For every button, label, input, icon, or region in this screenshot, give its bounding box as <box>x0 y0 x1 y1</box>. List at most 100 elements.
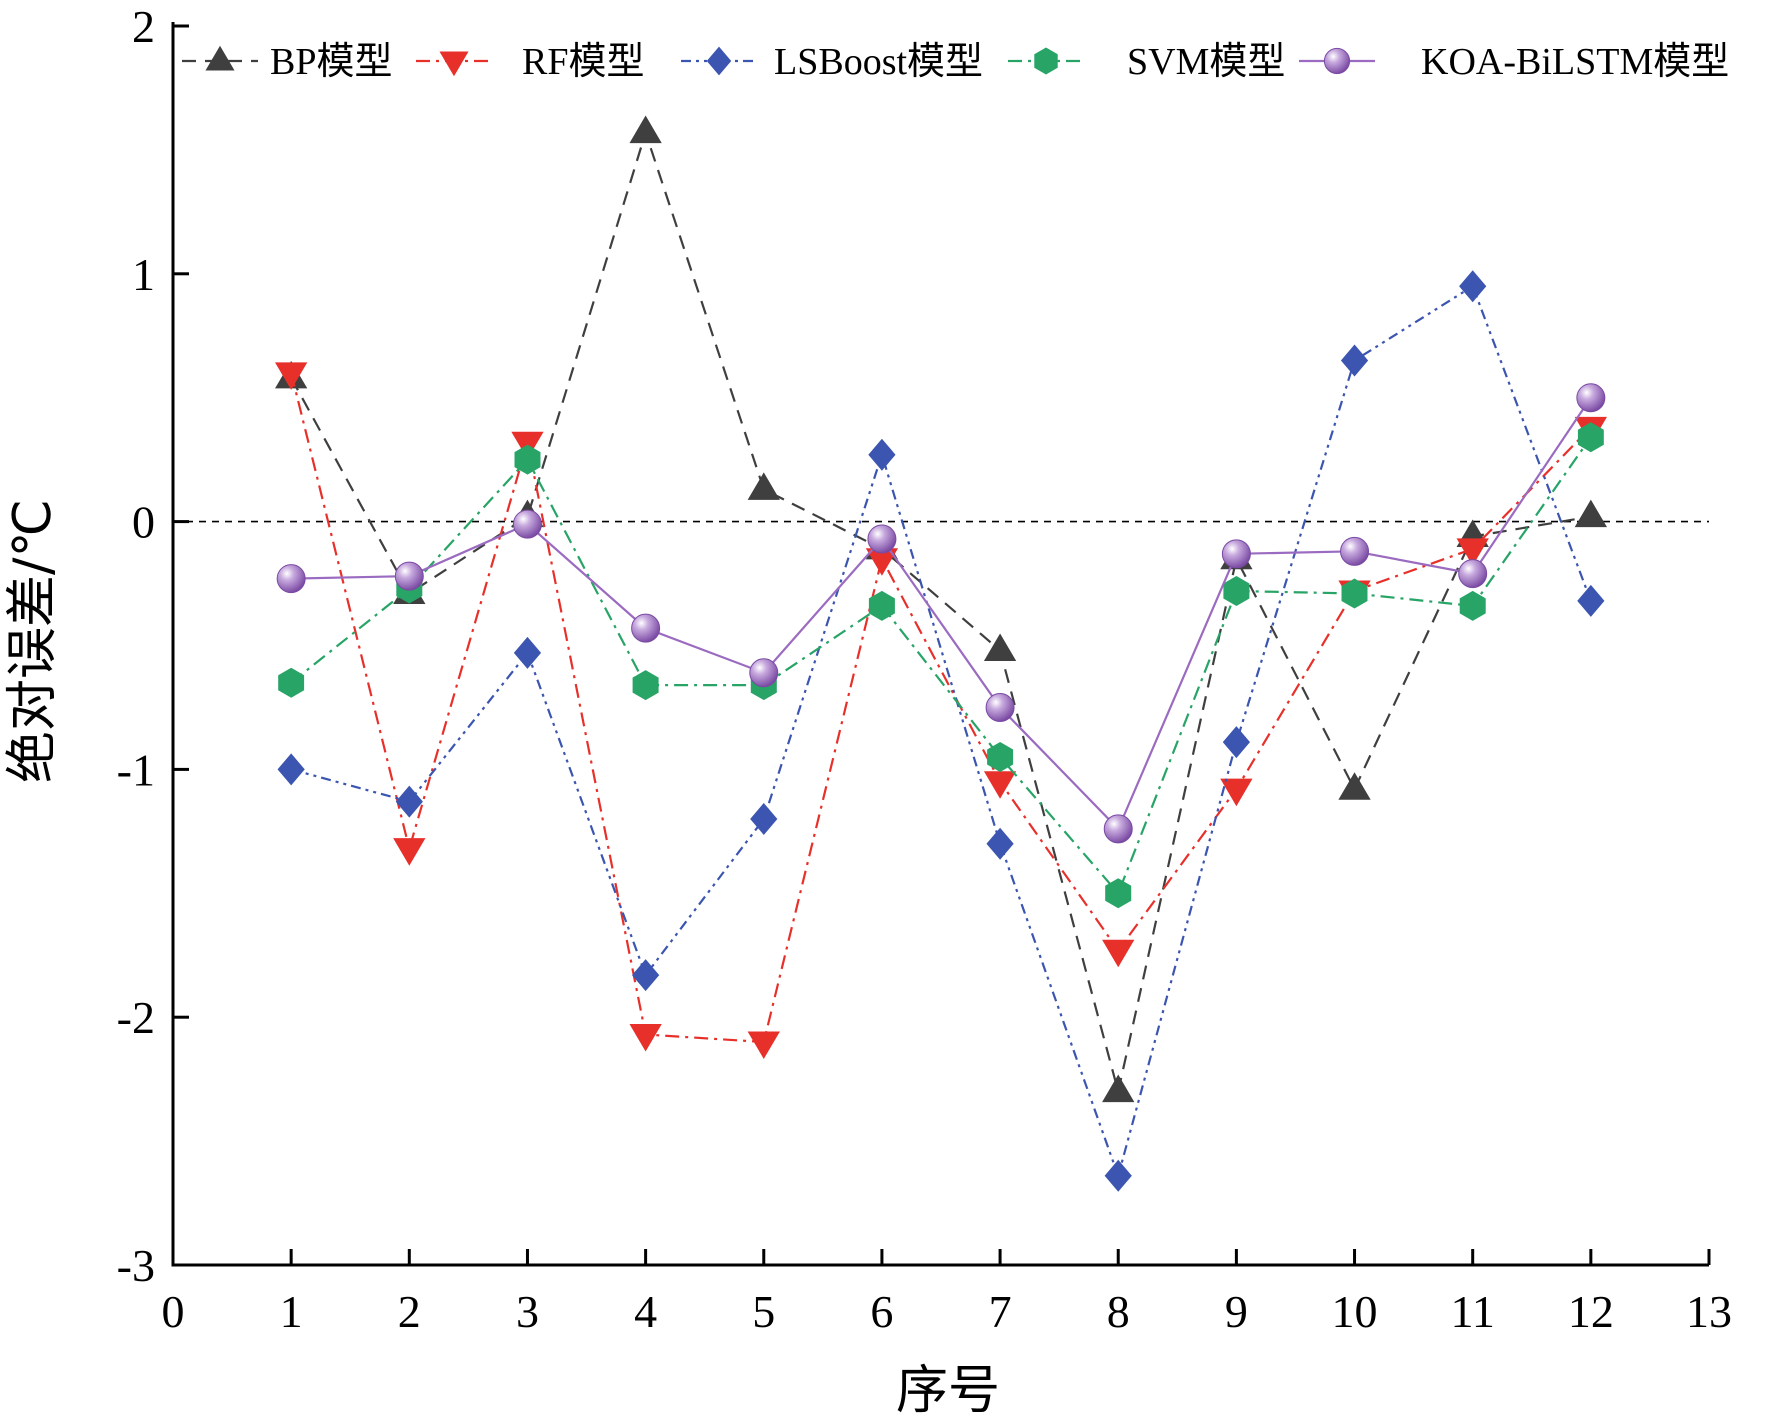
data-point <box>395 785 423 818</box>
x-tick-label: 9 <box>1225 1286 1248 1337</box>
data-point <box>277 753 305 786</box>
legend-label: KOA-BiLSTM模型 <box>1421 41 1729 83</box>
legend-marker <box>706 46 732 76</box>
data-point <box>1221 539 1251 569</box>
data-point <box>1574 499 1607 528</box>
data-point <box>747 472 780 500</box>
data-point <box>1340 536 1370 566</box>
data-point <box>512 509 542 539</box>
y-tick-label: -1 <box>117 744 155 795</box>
data-point <box>1576 383 1606 413</box>
legend-item-2: RF模型 <box>416 41 644 83</box>
data-point <box>393 838 426 866</box>
data-point <box>750 802 778 835</box>
data-point <box>1459 590 1486 621</box>
data-point <box>629 1024 662 1052</box>
y-tick-label: -3 <box>117 1240 155 1291</box>
data-point <box>1456 538 1489 566</box>
data-point <box>1459 270 1487 303</box>
y-tick-label: 2 <box>132 1 155 52</box>
y-tick-label: -2 <box>117 992 155 1043</box>
data-point <box>868 590 895 621</box>
x-tick-label: 7 <box>989 1286 1012 1337</box>
data-point <box>1577 422 1604 453</box>
legend-marker <box>1323 47 1351 75</box>
x-tick-label: 8 <box>1107 1286 1130 1337</box>
data-point <box>394 561 424 591</box>
data-point <box>867 524 897 554</box>
data-point <box>749 658 779 688</box>
x-axis-title: 序号 <box>896 1361 1000 1421</box>
data-point <box>629 115 662 144</box>
series-line <box>290 284 1592 1180</box>
x-tick-label: 10 <box>1332 1286 1378 1337</box>
legend-item-1: BP模型 <box>182 41 392 83</box>
series-line <box>290 128 1591 1092</box>
series-line <box>290 372 1592 1044</box>
y-tick-label: 0 <box>132 497 155 548</box>
data-point <box>1340 344 1369 377</box>
x-tick-label: 6 <box>870 1286 893 1337</box>
data-point <box>632 670 659 701</box>
x-tick-label: 5 <box>752 1286 775 1337</box>
data-point <box>278 667 305 698</box>
series-line <box>290 436 1592 896</box>
data-point <box>983 633 1017 661</box>
data-point <box>1458 559 1488 589</box>
data-point <box>1338 772 1371 800</box>
data-point <box>986 827 1014 860</box>
legend-item-4: SVM模型 <box>1008 41 1285 83</box>
series-group <box>275 115 1607 1192</box>
data-point <box>985 692 1015 722</box>
x-tick-label: 0 <box>162 1286 185 1337</box>
legend-item-3: LSBoost模型 <box>681 41 983 83</box>
x-tick-label: 4 <box>634 1286 657 1337</box>
legend-marker <box>439 51 469 77</box>
data-point <box>865 548 899 576</box>
data-point <box>513 636 542 669</box>
data-point <box>868 438 896 471</box>
data-point <box>1105 878 1132 909</box>
legend-marker <box>1034 47 1058 75</box>
x-tick-label: 3 <box>516 1286 539 1337</box>
data-point <box>632 959 660 992</box>
data-point <box>983 771 1017 799</box>
data-point <box>1223 576 1250 606</box>
data-point <box>1103 814 1133 844</box>
legend-label: LSBoost模型 <box>774 41 983 83</box>
data-point <box>514 444 541 475</box>
legend-label: RF模型 <box>522 41 644 83</box>
data-point <box>1577 584 1605 617</box>
data-point <box>275 362 308 390</box>
series-1 <box>275 115 1607 1103</box>
data-point <box>747 1031 780 1059</box>
x-tick-label: 12 <box>1568 1286 1614 1337</box>
data-point <box>631 613 661 643</box>
series-4 <box>278 422 1604 909</box>
legend: BP模型 RF模型 LSBoost模型 SVM模型 KOA-BiLSTM模型 <box>182 41 1729 83</box>
data-point <box>1222 726 1250 759</box>
series-line <box>291 397 1592 831</box>
x-tick-label: 1 <box>280 1286 303 1337</box>
legend-marker <box>205 45 235 71</box>
y-axis-title: 绝对误差/℃ <box>3 499 63 783</box>
data-point <box>276 564 306 594</box>
data-point <box>987 742 1014 772</box>
x-tick-label: 11 <box>1451 1286 1495 1337</box>
data-point <box>1102 1074 1135 1103</box>
legend-label: SVM模型 <box>1127 41 1285 83</box>
series-2 <box>275 362 1607 1059</box>
y-tick-label: 1 <box>132 249 155 300</box>
series-5 <box>276 383 1606 844</box>
data-point <box>1341 578 1368 609</box>
legend-label: BP模型 <box>270 41 392 83</box>
legend-item-5: KOA-BiLSTM模型 <box>1299 41 1729 83</box>
x-tick-label: 2 <box>398 1286 421 1337</box>
x-tick-label: 13 <box>1686 1286 1732 1337</box>
data-point <box>1102 939 1135 968</box>
data-point <box>1104 1159 1132 1192</box>
series-3 <box>277 270 1605 1192</box>
data-point <box>1220 778 1253 807</box>
